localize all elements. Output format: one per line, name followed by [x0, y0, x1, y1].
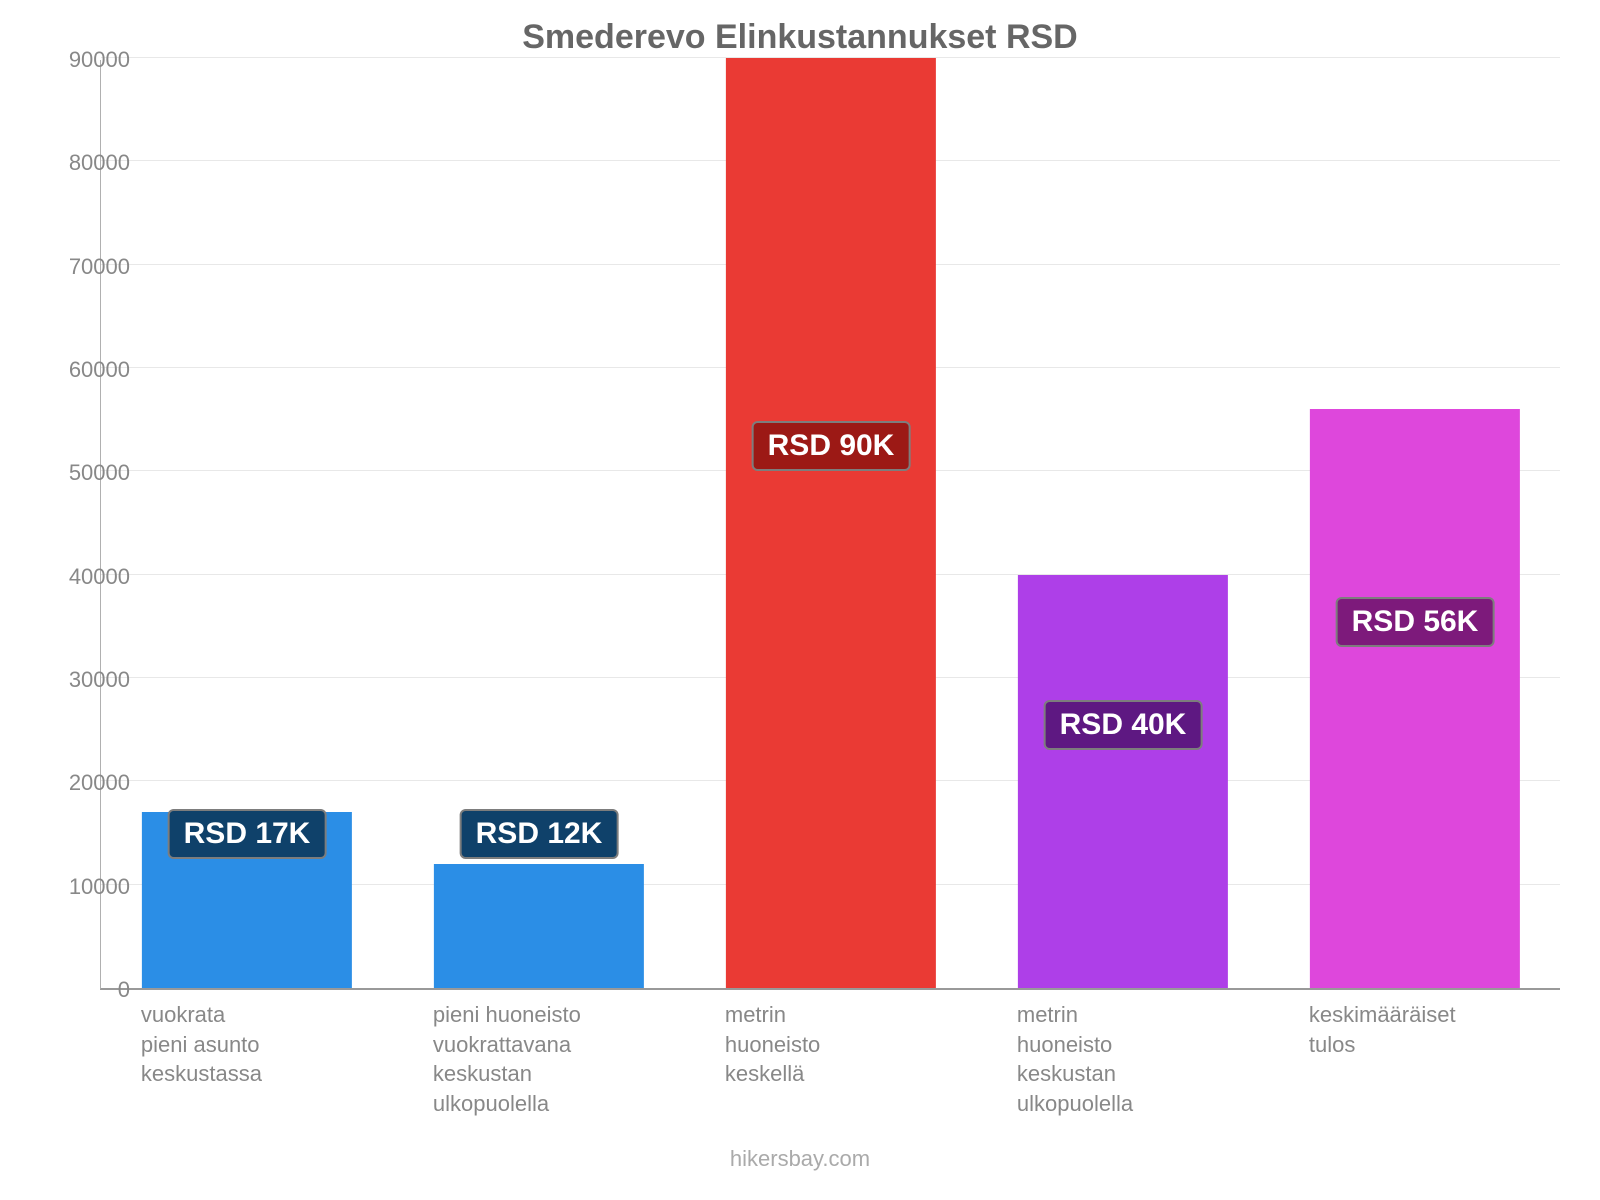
cost-of-living-chart: Smederevo Elinkustannukset RSD RSD 17KRS…: [0, 0, 1600, 1200]
value-badge: RSD 56K: [1336, 597, 1495, 647]
bar-slot: RSD 40K: [977, 60, 1269, 988]
bar-slot: RSD 17K: [101, 60, 393, 988]
bar: [1310, 409, 1520, 988]
y-tick-label: 60000: [40, 357, 130, 383]
value-badge: RSD 90K: [752, 421, 911, 471]
chart-footer: hikersbay.com: [0, 1146, 1600, 1172]
x-axis-label: vuokrata pieni asunto keskustassa: [141, 1000, 351, 1089]
y-tick-label: 10000: [40, 874, 130, 900]
chart-title: Smederevo Elinkustannukset RSD: [0, 18, 1600, 57]
value-badge: RSD 40K: [1044, 700, 1203, 750]
y-tick-label: 20000: [40, 770, 130, 796]
value-badge: RSD 17K: [168, 809, 327, 859]
bar-slot: RSD 56K: [1269, 60, 1561, 988]
bar-slot: RSD 90K: [685, 60, 977, 988]
value-badge: RSD 12K: [460, 809, 619, 859]
bar: [1018, 575, 1228, 988]
bar-slot: RSD 12K: [393, 60, 685, 988]
y-tick-label: 0: [40, 977, 130, 1003]
y-tick-label: 30000: [40, 667, 130, 693]
x-axis-label: keskimääräiset tulos: [1309, 1000, 1519, 1059]
y-tick-label: 80000: [40, 150, 130, 176]
x-axis-label: pieni huoneisto vuokrattavana keskustan …: [433, 1000, 643, 1119]
y-tick-label: 70000: [40, 254, 130, 280]
bar: [726, 58, 936, 988]
y-tick-label: 90000: [40, 47, 130, 73]
y-tick-label: 50000: [40, 460, 130, 486]
bar: [434, 864, 644, 988]
x-axis-label: metrin huoneisto keskustan ulkopuolella: [1017, 1000, 1227, 1119]
x-axis-label: metrin huoneisto keskellä: [725, 1000, 935, 1089]
y-tick-label: 40000: [40, 564, 130, 590]
plot-area: RSD 17K RSD 12K RSD 90K RSD 40K RSD 56K: [100, 60, 1560, 990]
